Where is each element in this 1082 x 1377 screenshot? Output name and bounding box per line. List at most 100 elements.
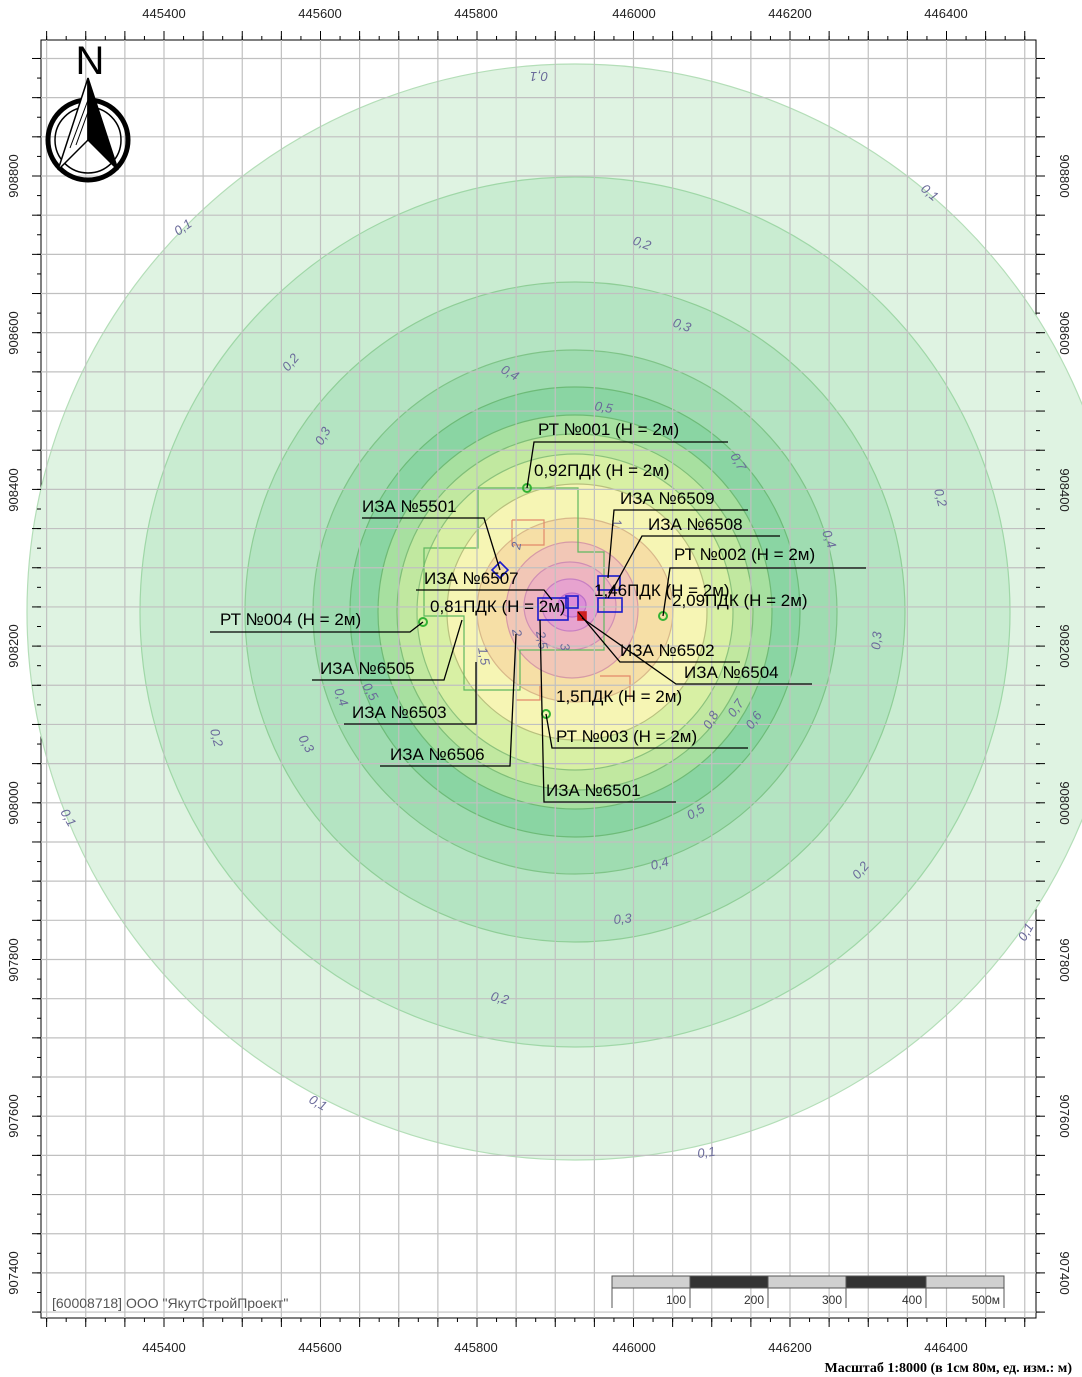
callout-rt001[interactable]: РТ №001 (Н = 2м) — [538, 420, 679, 439]
callout-iza6507[interactable]: ИЗА №6507 — [424, 569, 519, 588]
scale-segment — [925, 1275, 1005, 1289]
source-6502[interactable] — [565, 595, 579, 609]
scale-segment — [767, 1275, 847, 1289]
x-tick-top: 445600 — [298, 6, 341, 21]
callout-iza6505[interactable]: ИЗА №6505 — [320, 659, 415, 678]
scale-label: 200 — [744, 1293, 764, 1307]
y-tick-left: 907400 — [6, 1251, 21, 1294]
isoline-label-0-1: 0,1 — [530, 69, 548, 84]
y-tick-right: 908800 — [1057, 154, 1072, 197]
organization-label: [60008718] ООО "ЯкутСтройПроект" — [52, 1295, 288, 1311]
callout-texts: РТ №001 (Н = 2м) 0,92ПДК (Н = 2м) ИЗА №6… — [220, 420, 815, 800]
isoline-label-0-5: 0,5 — [593, 398, 614, 416]
site-boundary-orange — [511, 519, 545, 546]
callout-rt003[interactable]: РТ №003 (Н = 2м) — [556, 727, 697, 746]
x-tick-top: 445400 — [142, 6, 185, 21]
point-rt004[interactable] — [418, 617, 428, 627]
leader-rt001 — [526, 441, 728, 489]
x-tick-bottom: 446000 — [612, 1340, 655, 1355]
y-axis-right: 908800 908600 908400 908200 908000 90780… — [1057, 154, 1072, 1294]
scale-bar: 100 200 300 400 500м — [611, 1275, 1005, 1308]
isoline-label-0-4: 0,4 — [649, 854, 670, 873]
x-axis-top: 445400 445600 445800 446000 446200 44640… — [142, 6, 967, 21]
callout-iza6508[interactable]: ИЗА №6508 — [648, 515, 743, 534]
site-boundary-orange-3 — [600, 675, 631, 700]
callout-pdk092[interactable]: 0,92ПДК (Н = 2м) — [534, 461, 670, 480]
y-tick-left: 907600 — [6, 1094, 21, 1137]
callout-pdk209[interactable]: 2,09ПДК (Н = 2м) — [672, 591, 808, 610]
leader-rt004 — [210, 621, 424, 633]
scale-label: 400 — [902, 1293, 922, 1307]
callout-iza6504[interactable]: ИЗА №6504 — [684, 663, 779, 682]
scale-label: 500м — [972, 1293, 1000, 1307]
x-tick-bottom: 446400 — [924, 1340, 967, 1355]
leader-6503 — [344, 662, 477, 725]
callout-rt004[interactable]: РТ №004 (Н = 2м) — [220, 610, 361, 629]
y-tick-right: 907800 — [1057, 938, 1072, 981]
isoline-label-2: 2 — [509, 627, 525, 638]
y-tick-right: 907600 — [1057, 1094, 1072, 1137]
callout-iza6509[interactable]: ИЗА №6509 — [620, 489, 715, 508]
frame-ticks — [32, 31, 1045, 1327]
source-6507[interactable] — [537, 597, 569, 621]
leader-6506 — [380, 633, 517, 767]
leader-6507 — [416, 589, 553, 601]
callout-iza6503[interactable]: ИЗА №6503 — [352, 703, 447, 722]
leader-6502 — [577, 611, 740, 663]
source-6509[interactable] — [597, 575, 621, 591]
y-tick-left: 908200 — [6, 624, 21, 667]
callout-lines — [210, 441, 866, 803]
callout-rt002[interactable]: РТ №002 (Н = 2м) — [674, 545, 815, 564]
y-tick-right: 907400 — [1057, 1251, 1072, 1294]
source-6508[interactable] — [597, 597, 623, 613]
isoline-label-0-3: 0,3 — [868, 630, 885, 650]
zone-3-5 — [557, 592, 587, 618]
callout-iza6502[interactable]: ИЗА №6502 — [620, 641, 715, 660]
callout-iza6501[interactable]: ИЗА №6501 — [546, 781, 641, 800]
isoline-label-0-2: 0,2 — [489, 988, 511, 1007]
isoline-label-0-4: 0,4 — [331, 686, 351, 708]
isoline-label-0-2: 0,2 — [207, 727, 226, 749]
north-arrow-hatch — [75, 111, 89, 146]
x-tick-top: 446200 — [768, 6, 811, 21]
callout-iza6506[interactable]: ИЗА №6506 — [390, 745, 485, 764]
north-label: N — [76, 39, 105, 83]
x-axis-bottom: 445400 445600 445800 446000 446200 44640… — [142, 1340, 967, 1355]
y-tick-left: 908400 — [6, 468, 21, 511]
y-tick-left: 908000 — [6, 781, 21, 824]
scale-segment — [845, 1275, 927, 1289]
x-tick-bottom: 445600 — [298, 1340, 341, 1355]
leader-rt002 — [662, 567, 866, 617]
leader-6505 — [312, 619, 463, 681]
isoline-label-1-5: 1,5 — [475, 646, 493, 667]
source-5501[interactable] — [490, 560, 510, 580]
isoline-label-2: 2 — [508, 540, 524, 551]
scale-label: 100 — [666, 1293, 686, 1307]
callout-pdk146[interactable]: 1,46ПДК (Н = 2м) — [594, 581, 730, 600]
isoline-label-0-1: 0,1 — [696, 1144, 716, 1161]
isoline-label-1: 1 — [609, 518, 625, 528]
x-tick-bottom: 445400 — [142, 1340, 185, 1355]
scale-segment — [689, 1275, 769, 1289]
y-tick-right: 908400 — [1057, 468, 1072, 511]
callout-pdk081[interactable]: 0,81ПДК (Н = 2м) — [430, 597, 566, 616]
y-tick-right: 908600 — [1057, 311, 1072, 354]
callout-iza5501[interactable]: ИЗА №5501 — [362, 497, 457, 516]
leader-rt003 — [545, 713, 748, 749]
leader-6509 — [607, 509, 748, 579]
y-axis-left: 908800 908600 908400 908200 908000 90780… — [6, 154, 21, 1294]
callout-pdk15[interactable]: 1,5ПДК (Н = 2м) — [556, 687, 682, 706]
isoline-label-0-2: 0,2 — [931, 487, 950, 509]
y-tick-right: 908000 — [1057, 781, 1072, 824]
x-tick-bottom: 446200 — [768, 1340, 811, 1355]
north-arrow-icon: N — [45, 39, 131, 183]
y-tick-left: 908600 — [6, 311, 21, 354]
coordinate-grid — [41, 40, 1036, 1318]
leader-6504 — [581, 617, 812, 685]
scale-label: 300 — [822, 1293, 842, 1307]
x-tick-top: 446000 — [612, 6, 655, 21]
north-arrow-hatch — [69, 99, 89, 149]
y-tick-right: 908200 — [1057, 624, 1072, 667]
leader-6508 — [607, 535, 780, 599]
